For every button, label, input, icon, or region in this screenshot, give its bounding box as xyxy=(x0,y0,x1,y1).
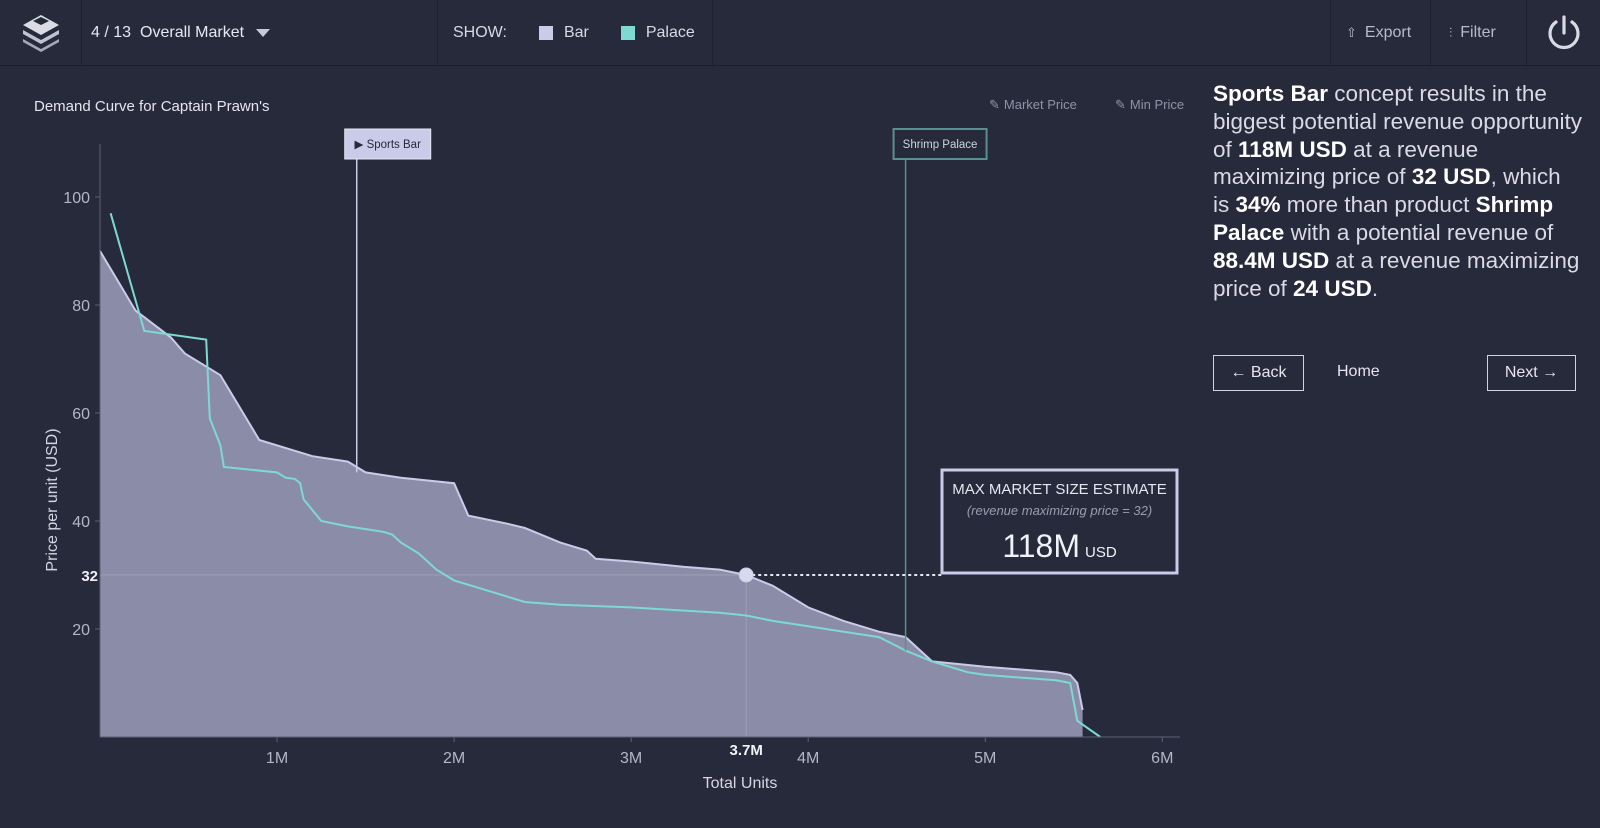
summary-part: at a revenue maximizing price of xyxy=(1213,247,1580,301)
y-tick-label: 80 xyxy=(72,298,90,315)
divider xyxy=(1430,0,1431,65)
summary-part: concept results in the biggest potential… xyxy=(1213,81,1583,162)
shrimp-palace-curve xyxy=(109,212,1101,738)
legend-label: Bar xyxy=(563,23,589,41)
highlight-price-label: 32 xyxy=(81,568,98,585)
shrimp-palace-marker-label: Shrimp Palace xyxy=(903,139,978,151)
min-price-label: Min Price xyxy=(1129,97,1185,112)
export-button[interactable]: ⇧ Export xyxy=(1346,0,1411,65)
x-tick-label: 5M xyxy=(974,750,996,767)
summary-part: more than product xyxy=(1280,192,1476,218)
divider xyxy=(712,0,713,65)
x-tick-label: 2M xyxy=(443,750,465,767)
shrimp-palace-marker: Shrimp Palace xyxy=(892,128,988,160)
market-price-button[interactable]: ✎ Market Price xyxy=(989,97,1077,113)
export-label: Export xyxy=(1364,23,1412,41)
legend-item-palace[interactable]: Palace xyxy=(620,23,695,42)
app-logo[interactable] xyxy=(14,0,68,65)
pencil-icon: ✎ xyxy=(1115,97,1126,112)
highlight-units-label: 3.7M xyxy=(730,742,763,759)
summary-product: Sports Bar xyxy=(1213,81,1329,106)
summary-part: with a potential revenue of xyxy=(1284,219,1554,245)
sports-bar-curve xyxy=(99,250,1084,711)
y-tick-label: 100 xyxy=(63,190,90,207)
next-button[interactable]: Next → xyxy=(1487,355,1576,391)
summary-competitor: Shrimp Palace xyxy=(1213,192,1554,245)
annotation-unit: USD xyxy=(1085,544,1117,561)
summary-text: Sports Bar concept results in the bigges… xyxy=(1213,80,1583,302)
palace-swatch-icon xyxy=(620,25,635,40)
shrimp-palace-marker-box xyxy=(892,128,988,160)
breadcrumb-position: 4 / 13 xyxy=(91,23,132,41)
top-bar: 4 / 13 Overall Market SHOW: Bar Palace ⇧… xyxy=(0,0,1600,66)
sports-bar-marker-label: ▶ Sports Bar xyxy=(355,139,422,151)
legend-item-bar[interactable]: Bar xyxy=(538,23,589,42)
summary-part: , which is xyxy=(1213,164,1561,218)
summary-competitor-revenue: 88.4M USD xyxy=(1213,247,1330,273)
summary-percent: 34% xyxy=(1235,192,1281,218)
annotation-box xyxy=(940,468,1179,575)
summary-part: at a revenue maximizing price of xyxy=(1213,136,1479,190)
x-tick-label: 3M xyxy=(620,750,642,767)
back-button[interactable]: ← Back xyxy=(1213,355,1304,391)
sports-bar-marker-box xyxy=(344,128,432,160)
y-tick-label: 20 xyxy=(72,622,90,639)
summary-revenue: 118M USD xyxy=(1238,136,1347,162)
highlight-point xyxy=(738,567,754,583)
breadcrumb-title: Overall Market xyxy=(140,23,245,41)
sports-bar-area xyxy=(100,251,1083,737)
annotation-value: 118M xyxy=(1002,528,1080,564)
y-tick-label: 60 xyxy=(72,406,90,423)
x-tick-label: 6M xyxy=(1151,750,1173,767)
legend-label: Palace xyxy=(645,23,695,41)
annotation-title: MAX MARKET SIZE ESTIMATE xyxy=(952,481,1166,498)
summary-competitor-price: 24 USD xyxy=(1293,275,1372,301)
divider xyxy=(1330,0,1331,65)
sliders-icon: ⫶ xyxy=(1449,24,1453,40)
y-tick-label: 40 xyxy=(72,514,90,531)
sports-bar-marker: ▶ Sports Bar xyxy=(344,128,432,160)
legend: SHOW: Bar Palace xyxy=(453,0,695,65)
filter-label: Filter xyxy=(1460,23,1496,41)
divider xyxy=(437,0,438,65)
demand-curve-chart: 20 40 60 80 100 1M 2M 3M 4M 5M 6M Total Units Price … xyxy=(44,128,1180,792)
divider xyxy=(81,0,82,65)
divider xyxy=(1526,0,1527,65)
logo-icon xyxy=(23,14,59,52)
x-axis-title: Total Units xyxy=(703,775,778,792)
breadcrumb-dropdown[interactable]: 4 / 13 Overall Market xyxy=(91,0,271,65)
chart-title: Demand Curve for Captain Prawn's xyxy=(34,98,270,115)
chevron-down-icon xyxy=(256,28,271,37)
export-icon: ⇧ xyxy=(1346,24,1357,40)
power-button[interactable] xyxy=(1528,0,1600,65)
market-price-label: Market Price xyxy=(1003,97,1077,112)
annotation-subtitle: (revenue maximizing price = 32) xyxy=(967,503,1152,518)
annotation-value-text: 118M USD xyxy=(1002,528,1117,564)
y-axis-title: Price per unit (USD) xyxy=(44,428,61,571)
x-tick-label: 1M xyxy=(266,750,288,767)
bar-swatch-icon xyxy=(538,25,553,40)
summary-price: 32 USD xyxy=(1411,164,1491,190)
show-label: SHOW: xyxy=(453,23,507,41)
max-market-annotation: MAX MARKET SIZE ESTIMATE (revenue maximiz… xyxy=(940,468,1179,575)
pencil-icon: ✎ xyxy=(989,97,1000,112)
filter-button[interactable]: ⫶ Filter xyxy=(1449,0,1496,65)
home-link[interactable]: Home xyxy=(1337,363,1380,380)
power-icon xyxy=(1548,14,1580,49)
min-price-button[interactable]: ✎ Min Price xyxy=(1115,97,1184,113)
summary-part: . xyxy=(1371,275,1379,301)
x-tick-label: 4M xyxy=(797,750,819,767)
